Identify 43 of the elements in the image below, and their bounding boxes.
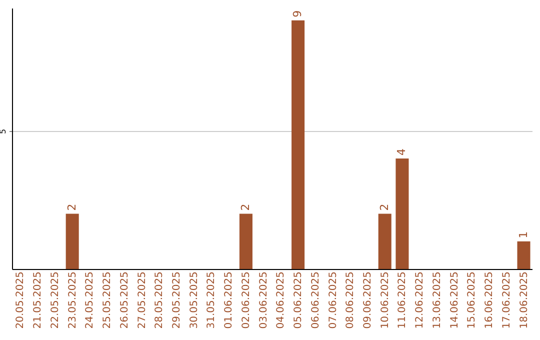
- data-label: 2: [65, 204, 78, 211]
- x-tick-label: 09.06.2025: [362, 272, 374, 329]
- x-tick-label: 12.06.2025: [414, 272, 426, 329]
- x-tick-label: 31.05.2025: [206, 272, 218, 329]
- x-tick-label: 05.06.2025: [293, 272, 304, 329]
- bar: [239, 214, 252, 269]
- data-label: 4: [395, 148, 408, 156]
- x-tick-label: 26.05.2025: [119, 272, 130, 329]
- data-label: 1: [516, 231, 530, 238]
- x-tick-label: 02.06.2025: [240, 272, 252, 329]
- x-tick-label: 11.06.2025: [397, 272, 408, 329]
- x-tick-label: 14.06.2025: [449, 272, 460, 329]
- x-tick-label: 15.06.2025: [466, 272, 478, 329]
- x-tick-label: 04.06.2025: [276, 272, 287, 329]
- x-tick-label: 13.06.2025: [432, 272, 443, 329]
- data-label: 9: [291, 10, 304, 18]
- x-tick-label: 01.06.2025: [224, 272, 235, 329]
- x-tick-label: 25.05.2025: [102, 272, 114, 329]
- x-tick-label: 23.05.2025: [67, 272, 78, 329]
- x-tick-label: 16.06.2025: [484, 272, 496, 329]
- x-tick-label: 03.06.2025: [258, 272, 270, 329]
- data-label: 2: [378, 204, 391, 211]
- x-tick-label: 17.06.2025: [501, 272, 512, 329]
- x-tick-label: 06.06.2025: [310, 272, 322, 329]
- x-tick-label: 20.05.2025: [15, 272, 26, 329]
- x-tick-label: 07.06.2025: [328, 272, 339, 329]
- x-tick-label: 27.05.2025: [136, 272, 148, 329]
- bar: [66, 214, 79, 269]
- bar: [517, 241, 530, 269]
- x-tick-label: 28.05.2025: [154, 272, 166, 329]
- x-tick-label: 29.05.2025: [172, 272, 183, 329]
- x-tick-label: 10.06.2025: [380, 272, 391, 329]
- data-label: 2: [238, 204, 252, 211]
- x-tick-label: 21.05.2025: [32, 272, 44, 329]
- bar: [396, 158, 409, 269]
- bar: [378, 214, 392, 269]
- x-tick-label: 30.05.2025: [188, 272, 200, 329]
- y-tick-label: 5: [0, 128, 8, 134]
- x-tick-label: 24.05.2025: [84, 272, 96, 329]
- x-tick-label: 08.06.2025: [345, 272, 356, 329]
- x-tick-label: 22.05.2025: [50, 272, 61, 329]
- bar: [292, 20, 305, 269]
- x-tick-label: 18.06.2025: [518, 272, 530, 329]
